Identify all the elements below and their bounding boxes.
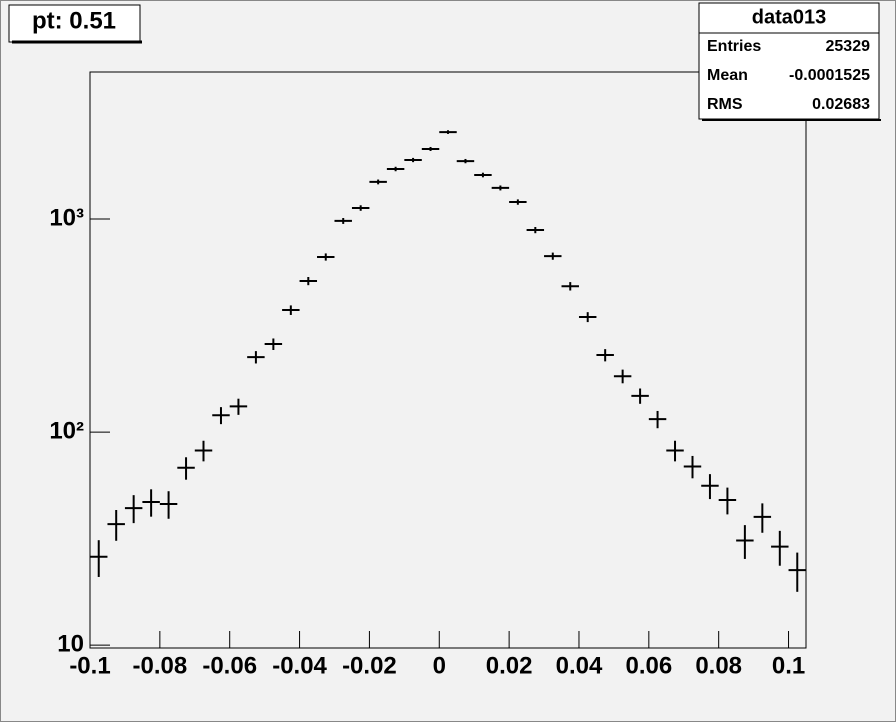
stats-label: Mean	[707, 67, 748, 84]
x-tick-label: -0.1	[69, 652, 110, 679]
x-tick-label: 0.08	[695, 652, 742, 679]
x-tick-label: 0.1	[772, 652, 805, 679]
stats-label: RMS	[707, 96, 743, 113]
stats-value: 25329	[826, 38, 871, 55]
stats-label: Entries	[707, 38, 761, 55]
x-tick-label: -0.04	[272, 652, 327, 679]
plot-frame	[89, 71, 807, 649]
stats-value: -0.0001525	[789, 67, 870, 84]
y-tick-label: 10	[57, 631, 84, 658]
x-tick-label: -0.02	[342, 652, 397, 679]
x-tick-label: -0.08	[133, 652, 188, 679]
chart-title: pt: 0.51	[32, 7, 116, 34]
x-tick-label: 0.02	[486, 652, 533, 679]
x-tick-label: 0.04	[556, 652, 603, 679]
x-tick-label: 0	[433, 652, 446, 679]
x-tick-label: 0.06	[625, 652, 672, 679]
y-tick-label: 10³	[49, 204, 84, 231]
stats-value: 0.02683	[812, 96, 870, 113]
x-tick-label: -0.06	[202, 652, 257, 679]
stats-title: data013	[752, 6, 827, 28]
y-tick-label: 10²	[49, 417, 84, 444]
title-box	[8, 4, 141, 43]
